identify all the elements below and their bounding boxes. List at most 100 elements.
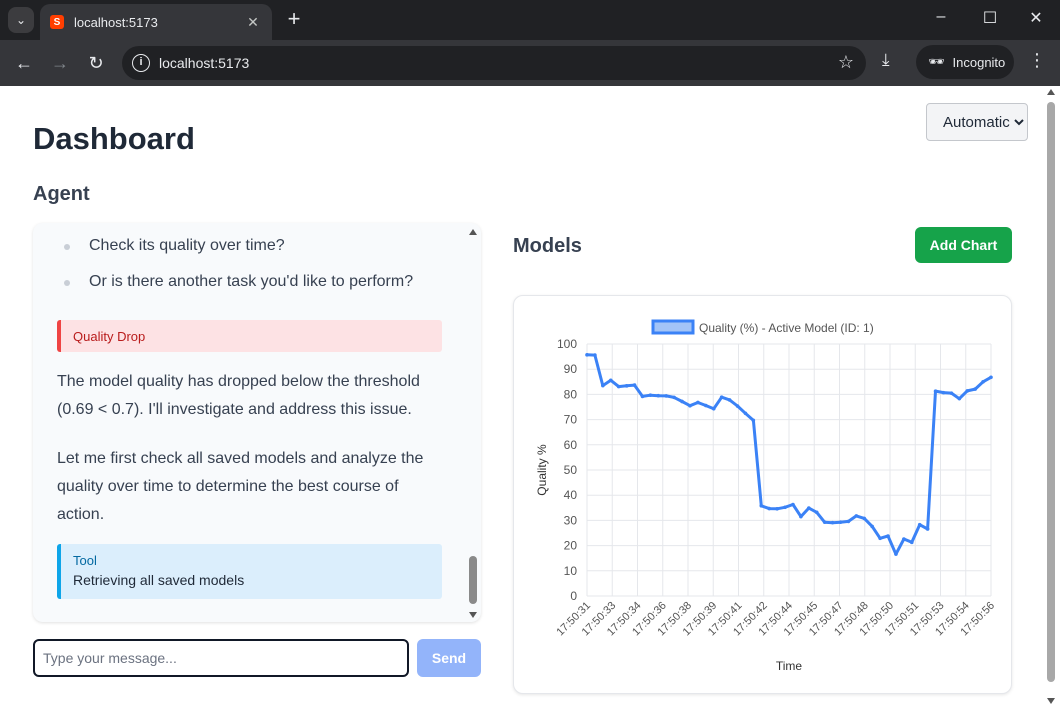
send-button[interactable]: Send bbox=[417, 639, 481, 677]
data-point bbox=[886, 534, 890, 538]
browser-tab[interactable]: S localhost:5173 ✕ bbox=[40, 4, 272, 40]
legend-label: Quality (%) - Active Model (ID: 1) bbox=[699, 321, 874, 335]
incognito-label: Incognito bbox=[952, 54, 1006, 70]
data-point bbox=[767, 506, 771, 511]
data-point bbox=[664, 394, 669, 398]
y-tick-label: 10 bbox=[564, 564, 578, 578]
close-icon[interactable]: ✕ bbox=[247, 13, 259, 30]
svelte-favicon-icon: S bbox=[50, 15, 64, 29]
data-point bbox=[949, 391, 954, 395]
data-point bbox=[799, 514, 803, 519]
data-point bbox=[585, 353, 589, 357]
models-title: Models bbox=[513, 235, 582, 257]
data-point bbox=[601, 383, 605, 388]
chat-scrollbar-thumb[interactable] bbox=[469, 556, 477, 604]
chat-scroll-down-arrow[interactable] bbox=[469, 612, 477, 618]
y-tick-label: 70 bbox=[564, 413, 578, 427]
data-point bbox=[902, 537, 906, 541]
y-axis-title: Quality % bbox=[535, 444, 549, 496]
page-content: Dashboard Automatic Agent Check its qual… bbox=[0, 86, 1044, 707]
y-tick-label: 0 bbox=[570, 589, 577, 603]
chat-bullet: Or is there another task you'd like to p… bbox=[64, 271, 413, 307]
page-scrollbar[interactable] bbox=[1044, 86, 1060, 707]
back-arrow-icon[interactable]: ← bbox=[15, 53, 33, 73]
data-point bbox=[608, 378, 613, 383]
menu-dots-icon[interactable]: ⋮ bbox=[1028, 50, 1046, 70]
data-point bbox=[965, 389, 970, 393]
mode-select[interactable]: Automatic bbox=[926, 103, 1028, 141]
window-close-icon[interactable]: ✕ bbox=[1029, 10, 1043, 27]
data-point bbox=[680, 399, 684, 404]
y-tick-label: 20 bbox=[564, 539, 578, 553]
info-icon[interactable]: i bbox=[132, 54, 150, 72]
data-point bbox=[957, 396, 962, 401]
data-point bbox=[878, 536, 882, 541]
browser-tab-bar: ⌄ S localhost:5173 ✕ + – ☐ ✕ bbox=[0, 0, 1060, 40]
tool-text: Retrieving all saved models bbox=[73, 572, 245, 588]
y-tick-label: 80 bbox=[564, 387, 578, 401]
chat-bullet: Check its quality over time? bbox=[64, 235, 413, 271]
quality-line-chart: 010203040506070809010017:50:3117:50:3317… bbox=[535, 319, 997, 673]
quality-drop-alert: Quality Drop bbox=[57, 320, 442, 352]
y-tick-label: 40 bbox=[564, 488, 578, 502]
minimize-icon[interactable]: – bbox=[936, 8, 946, 25]
data-point bbox=[981, 380, 985, 384]
page-title: Dashboard bbox=[33, 121, 195, 156]
chat-panel[interactable]: Check its quality over time? Or is there… bbox=[33, 223, 481, 622]
plus-icon[interactable]: + bbox=[287, 6, 301, 31]
data-point bbox=[870, 524, 874, 529]
data-point bbox=[917, 522, 922, 527]
star-icon[interactable]: ☆ bbox=[837, 52, 854, 72]
legend-swatch bbox=[651, 319, 695, 335]
data-point bbox=[640, 394, 645, 399]
data-point bbox=[672, 395, 676, 400]
message-input[interactable] bbox=[33, 639, 409, 677]
chart-card: 0 10 20 30 40 50 60 70 80 90 100 17:50:31 17:50:33 17… bbox=[513, 295, 1012, 694]
forward-arrow-icon[interactable]: → bbox=[51, 53, 69, 73]
data-point bbox=[696, 400, 700, 405]
agent-title: Agent bbox=[33, 183, 90, 205]
series-line bbox=[586, 353, 992, 556]
data-point bbox=[759, 503, 764, 508]
chat-bullet-list: Check its quality over time? Or is there… bbox=[64, 235, 413, 307]
data-point bbox=[941, 390, 946, 395]
page-scroll-up-arrow[interactable] bbox=[1047, 89, 1055, 95]
data-point bbox=[894, 552, 898, 556]
y-tick-label: 100 bbox=[557, 337, 577, 351]
y-tick-label: 30 bbox=[564, 513, 578, 527]
data-point bbox=[719, 395, 724, 399]
data-point bbox=[593, 353, 597, 357]
reload-icon[interactable]: ↻ bbox=[88, 53, 104, 73]
data-point bbox=[854, 514, 859, 518]
y-tick-label: 50 bbox=[564, 463, 578, 477]
incognito-button[interactable]: 🕶 Incognito bbox=[916, 45, 1014, 79]
chat-scroll-up-arrow[interactable] bbox=[469, 229, 477, 235]
page-scroll-down-arrow[interactable] bbox=[1047, 698, 1055, 704]
data-point bbox=[727, 398, 732, 402]
page-scrollbar-thumb[interactable] bbox=[1047, 102, 1055, 682]
download-icon[interactable]: ⤓ bbox=[882, 50, 890, 69]
data-point bbox=[632, 383, 637, 387]
data-point bbox=[989, 375, 993, 380]
tab-search-icon[interactable]: ⌄ bbox=[8, 7, 34, 33]
data-point bbox=[933, 389, 938, 393]
url-text[interactable]: localhost:5173 bbox=[159, 55, 250, 71]
address-bar[interactable]: i localhost:5173 ☆ bbox=[122, 46, 866, 80]
data-point bbox=[807, 506, 811, 510]
data-point bbox=[775, 507, 779, 511]
x-axis-title: Time bbox=[776, 659, 803, 673]
alert-label: Quality Drop bbox=[73, 329, 146, 344]
data-point bbox=[616, 384, 621, 389]
data-point bbox=[822, 520, 827, 524]
data-point bbox=[743, 411, 748, 416]
data-point bbox=[838, 520, 843, 524]
browser-toolbar: ← → ↻ i localhost:5173 ☆ ⤓ 🕶 Incognito ⋮ bbox=[0, 40, 1060, 86]
data-point bbox=[751, 418, 756, 423]
agent-message: The model quality has dropped below the … bbox=[57, 373, 420, 418]
data-point bbox=[846, 519, 851, 524]
maximize-icon[interactable]: ☐ bbox=[982, 10, 998, 27]
add-chart-button[interactable]: Add Chart bbox=[915, 227, 1012, 263]
data-point bbox=[909, 540, 914, 545]
data-point bbox=[735, 404, 740, 408]
agent-message: Let me first check all saved models and … bbox=[57, 450, 424, 523]
